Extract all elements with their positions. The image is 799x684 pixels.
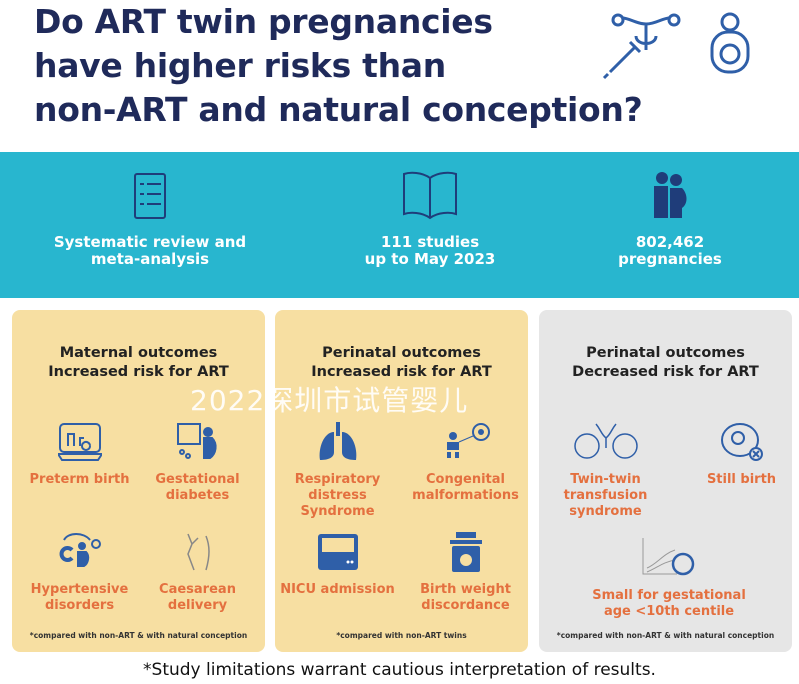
outcome-label: NICU admission <box>280 582 395 597</box>
watermark: 2022深圳市试管婴儿 <box>190 384 469 417</box>
outcome-congenital-malformations: Congenital malformations <box>403 422 528 504</box>
outcome-label: Congenital <box>425 472 505 487</box>
panel-footnote: *compared with non-ART twins <box>336 631 467 640</box>
glucose-pregnant-woman-icon <box>176 423 217 459</box>
panel-maternal-increased: Maternal outcomes Increased risk for ART … <box>12 310 265 652</box>
outcome-label: age <10th centile <box>603 604 735 619</box>
stat-line: meta-analysis <box>90 250 210 268</box>
outcome-label: disorders <box>44 598 115 613</box>
panel-footnote: *compared with non-ART & with natural co… <box>556 631 775 640</box>
incubator-icon <box>57 423 102 461</box>
panel-heading: Maternal outcomes Increased risk for ART <box>12 344 265 382</box>
panel-footnote: *compared with non-ART & with natural co… <box>29 631 248 640</box>
title-line: non-ART and natural conception? <box>34 90 643 129</box>
pregnant-couple-icon <box>654 172 687 218</box>
baby-scale-icon <box>449 532 482 572</box>
title-line: have higher risks than <box>34 46 446 85</box>
outcome-nicu-admission: NICU admission <box>275 532 400 598</box>
stat-line: 802,462 <box>635 233 705 251</box>
fetus-cross-icon <box>720 423 763 461</box>
outcome-label: Twin-twin <box>570 472 641 487</box>
outcome-label: Hypertensive <box>30 582 129 597</box>
stat-review: Systematic review and meta-analysis <box>20 152 280 268</box>
outcome-label: malformations <box>412 488 519 503</box>
clipboard-checklist-icon <box>134 173 166 219</box>
outcome-label: syndrome <box>569 504 642 519</box>
outcome-birth-weight-discordance: Birth weight discordance <box>403 532 528 614</box>
panel-heading-line: Decreased risk for ART <box>572 364 759 380</box>
panel-heading-line: Increased risk for ART <box>311 364 492 380</box>
outcome-label: discordance <box>421 598 510 613</box>
outcome-label: Caesarean <box>159 582 236 597</box>
outcome-caesarean-delivery: Caesarean delivery <box>135 532 260 614</box>
stat-pregnancies: 802,462 pregnancies <box>540 152 799 268</box>
outcome-label: Birth weight <box>420 582 511 597</box>
nicu-incubator-icon <box>317 534 358 570</box>
twin-fetuses-icon <box>573 423 638 459</box>
page-title: Do ART twin pregnancies have higher risk… <box>34 0 643 132</box>
outcome-gestational-diabetes: Gestational diabetes <box>135 422 260 504</box>
outcome-label: Syndrome <box>300 504 375 519</box>
open-book-icon <box>403 171 457 220</box>
baby-heart-icon <box>446 423 490 458</box>
panel-perinatal-increased: Perinatal outcomes Increased risk for ART… <box>275 310 528 652</box>
outcome-label: Gestational <box>155 472 240 487</box>
growth-chart-fetus-icon <box>642 538 695 576</box>
panel-heading: Perinatal outcomes Decreased risk for ART <box>539 344 792 382</box>
panel-heading-line: Perinatal outcomes <box>586 345 745 361</box>
study-summary-band: Systematic review and meta-analysis 111 … <box>0 152 799 298</box>
stat-line: 111 studies <box>380 233 480 251</box>
blood-pressure-pregnant-icon <box>59 533 101 567</box>
outcome-label: Still birth <box>706 472 777 487</box>
stat-studies: 111 studies up to May 2023 <box>300 152 560 268</box>
stat-line: Systematic review and <box>53 233 247 251</box>
stat-line: pregnancies <box>618 250 722 268</box>
outcome-label: diabetes <box>165 488 230 503</box>
caesarean-icon <box>186 533 210 571</box>
panel-heading-line: Perinatal outcomes <box>322 345 481 361</box>
lungs-icon <box>319 422 356 460</box>
outcome-label: Small for gestational <box>592 588 746 603</box>
outcome-respiratory-distress: Respiratory distress Syndrome <box>275 422 400 520</box>
outcome-label: delivery <box>167 598 228 613</box>
outcome-twin-twin-transfusion: Twin-twin transfusion syndrome <box>543 422 668 520</box>
panel-perinatal-decreased: Perinatal outcomes Decreased risk for ART… <box>539 310 792 652</box>
outcome-still-birth: Still birth <box>679 422 799 488</box>
reproductive-syringe-baby-icon <box>602 12 750 80</box>
outcome-preterm-birth: Preterm birth <box>17 422 142 488</box>
outcome-hypertensive-disorders: Hypertensive disorders <box>17 532 142 614</box>
title-line: Do ART twin pregnancies <box>34 2 493 41</box>
outcome-label: Respiratory distress <box>294 472 381 503</box>
footer-disclaimer: *Study limitations warrant cautious inte… <box>143 660 656 680</box>
outcome-label: transfusion <box>563 488 648 503</box>
panel-heading-line: Maternal outcomes <box>59 345 218 361</box>
outcome-small-for-gestational-age: Small for gestational age <10th centile <box>579 538 759 620</box>
panel-heading-line: Increased risk for ART <box>48 364 229 380</box>
stat-line: up to May 2023 <box>364 250 496 268</box>
outcome-label: Preterm birth <box>29 472 130 487</box>
panel-heading: Perinatal outcomes Increased risk for ART <box>275 344 528 382</box>
